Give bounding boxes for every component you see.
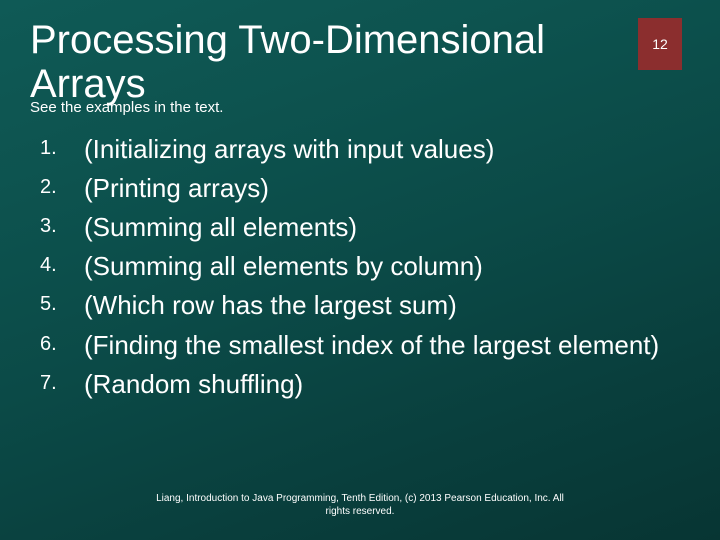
slide: 12 Processing Two-Dimensional Arrays See… bbox=[0, 0, 720, 540]
list-number: 1. bbox=[40, 135, 84, 161]
list-text: (Which row has the largest sum) bbox=[84, 291, 457, 320]
list-item: 5. (Which row has the largest sum) bbox=[40, 291, 660, 320]
list-item: 7. (Random shuffling) bbox=[40, 370, 660, 399]
footer-line-1: Liang, Introduction to Java Programming,… bbox=[156, 493, 564, 504]
list-item: 2. (Printing arrays) bbox=[40, 174, 660, 203]
list-text: (Finding the smallest index of the large… bbox=[84, 331, 659, 360]
list-item: 6. (Finding the smallest index of the la… bbox=[40, 331, 660, 360]
list-text: (Summing all elements) bbox=[84, 213, 357, 242]
slide-subtitle: See the examples in the text. bbox=[30, 99, 223, 116]
page-number: 12 bbox=[652, 36, 668, 52]
list-number: 5. bbox=[40, 291, 84, 317]
list-item: 4. (Summing all elements by column) bbox=[40, 252, 660, 281]
list-number: 7. bbox=[40, 370, 84, 396]
list-number: 2. bbox=[40, 174, 84, 200]
list-number: 4. bbox=[40, 252, 84, 278]
list-item: 1. (Initializing arrays with input value… bbox=[40, 135, 660, 164]
page-number-badge: 12 bbox=[638, 18, 682, 70]
list-number: 6. bbox=[40, 331, 84, 357]
footer: Liang, Introduction to Java Programming,… bbox=[0, 492, 720, 518]
list-number: 3. bbox=[40, 213, 84, 239]
list-text: (Summing all elements by column) bbox=[84, 252, 483, 281]
slide-title: Processing Two-Dimensional Arrays bbox=[30, 18, 590, 106]
list-text: (Random shuffling) bbox=[84, 370, 303, 399]
numbered-list: 1. (Initializing arrays with input value… bbox=[40, 135, 660, 409]
list-text: (Printing arrays) bbox=[84, 174, 269, 203]
list-item: 3. (Summing all elements) bbox=[40, 213, 660, 242]
list-text: (Initializing arrays with input values) bbox=[84, 135, 494, 164]
footer-line-2: rights reserved. bbox=[326, 506, 395, 517]
title-line-1: Processing Two-Dimensional bbox=[30, 18, 545, 62]
